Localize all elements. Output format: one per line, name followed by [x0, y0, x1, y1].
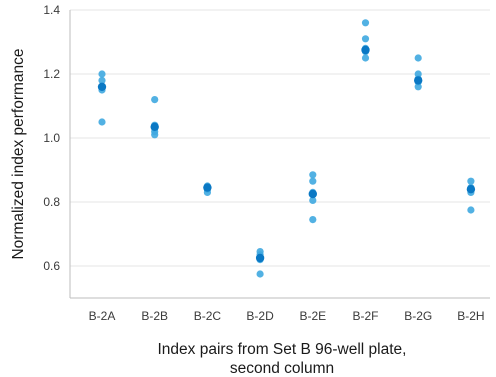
- mean-point: [414, 76, 423, 85]
- x-tick-label: B-2G: [404, 309, 432, 323]
- mean-point: [203, 183, 212, 192]
- x-tick-label: B-2C: [194, 309, 222, 323]
- data-point: [361, 35, 370, 43]
- data-point: [98, 118, 106, 126]
- mean-point: [255, 253, 265, 263]
- data-point: [151, 131, 159, 139]
- data-point: [361, 19, 370, 27]
- data-point: [361, 54, 370, 62]
- y-tick-label: 1.0: [43, 131, 60, 145]
- data-point: [256, 270, 264, 278]
- axes: [69, 10, 490, 299]
- x-tick-label: B-2D: [246, 309, 274, 323]
- x-tick-label: B-2H: [457, 309, 484, 323]
- x-tick-labels: B-2A B-2B B-2C B-2D B-2E B-2F B-2G B-2H: [89, 309, 485, 323]
- mean-point: [150, 122, 159, 131]
- y-tick-label: 0.6: [43, 259, 60, 273]
- data-points: [97, 19, 476, 278]
- data-point: [309, 177, 317, 185]
- data-point: [309, 196, 317, 204]
- y-tick-label: 1.4: [43, 3, 60, 17]
- x-tick-label: B-2E: [299, 309, 326, 323]
- mean-point: [97, 82, 107, 92]
- data-point: [98, 70, 106, 78]
- y-tick-labels: 0.6 0.8 1.0 1.2 1.4: [43, 3, 60, 273]
- mean-point: [308, 189, 317, 199]
- data-point: [309, 171, 317, 179]
- data-point: [98, 76, 106, 84]
- x-axis-label-line2: second column: [230, 360, 334, 377]
- data-point: [467, 177, 475, 185]
- mean-point: [466, 185, 476, 194]
- gridlines: [70, 9, 490, 267]
- mean-point: [361, 45, 370, 55]
- data-point: [414, 54, 422, 62]
- x-tick-label: B-2B: [141, 309, 168, 323]
- x-tick-label: B-2A: [89, 309, 116, 323]
- y-tick-label: 1.2: [43, 67, 60, 81]
- data-point: [309, 216, 317, 224]
- data-point: [414, 83, 422, 91]
- data-point: [151, 96, 159, 104]
- y-tick-label: 0.8: [43, 195, 60, 209]
- data-point: [467, 206, 475, 214]
- x-axis-label-line1: Index pairs from Set B 96-well plate,: [158, 341, 407, 358]
- y-axis-label: Normalized index performance: [10, 48, 27, 259]
- x-tick-label: B-2F: [352, 309, 378, 323]
